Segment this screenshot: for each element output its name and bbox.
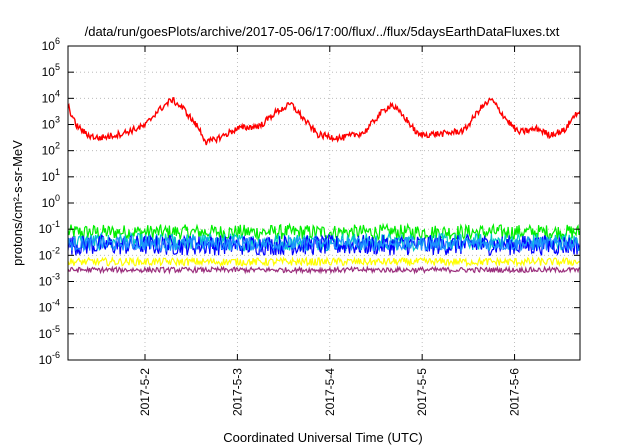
series-line-5 (68, 265, 580, 275)
series-line-red (68, 97, 580, 146)
x-tick-label: 2017-5-5 (415, 368, 429, 416)
y-tick-label: 101 (42, 167, 60, 184)
grid-lines (68, 46, 580, 360)
x-tick-label: 2017-5-2 (138, 368, 152, 416)
y-tick-label: 10-3 (39, 272, 60, 289)
series-line-4 (68, 255, 580, 268)
series-line-3 (68, 234, 580, 253)
series-line-0 (68, 222, 580, 242)
x-tick-label: 2017-5-4 (323, 368, 337, 416)
y-tick-label: 10-2 (39, 245, 60, 262)
y-tick-label: 103 (42, 115, 60, 132)
y-axis: 10-6 10-5 10-4 10-3 10-2 10-1 100 101 102 103 104 1… (39, 36, 580, 367)
x-tick-label: 2017-5-3 (230, 368, 244, 416)
chart-title: /data/run/goesPlots/archive/2017-05-06/1… (85, 24, 560, 39)
y-tick-label: 104 (42, 88, 60, 105)
y-axis-label: protons/cm²-s-sr-MeV (10, 140, 25, 266)
x-axis: 2017-5-2 2017-5-3 2017-5-4 2017-5-5 2017-5-6 (138, 46, 522, 416)
y-tick-label: 10-1 (39, 219, 60, 236)
y-tick-label: 10-4 (39, 298, 60, 315)
y-tick-label: 102 (42, 141, 60, 158)
y-tick-label: 105 (42, 62, 60, 79)
series-line-2 (68, 233, 580, 256)
y-tick-label: 106 (42, 36, 60, 53)
x-axis-label: Coordinated Universal Time (UTC) (223, 430, 422, 445)
y-tick-label: 10-6 (39, 350, 60, 367)
x-tick-label: 2017-5-6 (508, 368, 522, 416)
y-tick-label: 100 (42, 193, 60, 210)
series-layer (68, 97, 580, 275)
y-tick-label: 10-5 (39, 324, 60, 341)
